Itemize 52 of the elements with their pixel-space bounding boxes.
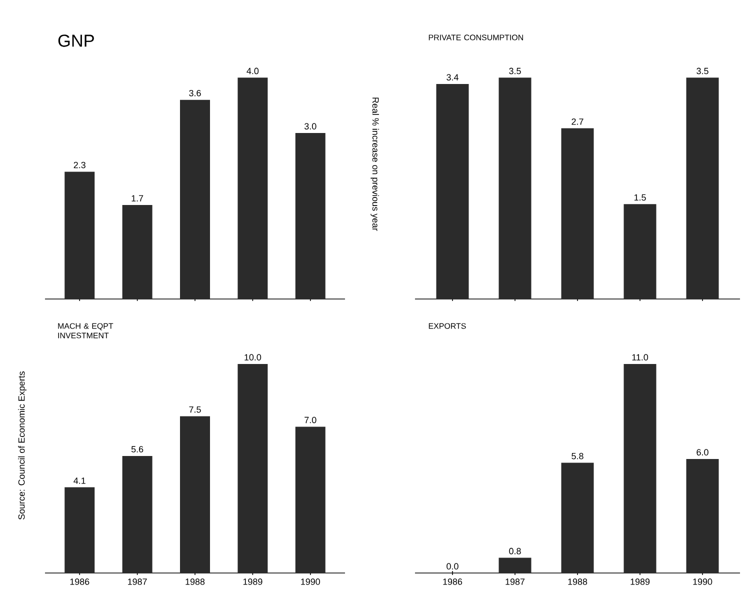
bar (498, 78, 532, 299)
data-label: 5.6 (131, 446, 144, 452)
x-tick-label: 1986 (70, 578, 90, 585)
y-axis-title: Real % increase on previous year (370, 98, 379, 231)
data-label: 1.7 (132, 195, 144, 202)
data-label: 4.0 (246, 68, 259, 74)
bar (64, 172, 95, 299)
bar (686, 78, 719, 299)
data-label: 3.6 (189, 90, 201, 96)
data-label: 2.7 (572, 118, 584, 125)
data-label: 2.3 (74, 162, 86, 168)
data-label: 6.0 (696, 449, 708, 456)
x-tick-label: 1987 (128, 578, 147, 585)
bar (295, 426, 326, 573)
data-label: 11.0 (632, 354, 648, 360)
bar (122, 204, 152, 299)
data-label: 1.5 (634, 194, 646, 201)
bar (436, 84, 469, 299)
x-tick-label: 1987 (506, 578, 525, 585)
bar (686, 458, 719, 573)
x-tick-label: 1989 (630, 578, 650, 585)
bar (561, 462, 594, 573)
bar (238, 364, 268, 573)
bar (295, 133, 326, 299)
x-tick-label: 1988 (186, 578, 205, 585)
bar (180, 100, 210, 299)
bar (624, 364, 656, 573)
data-label: 10.0 (244, 354, 262, 360)
data-label: 3.0 (304, 123, 316, 130)
bar (624, 204, 656, 299)
bar (122, 456, 152, 573)
x-tick-label: 1989 (243, 578, 262, 585)
data-label: 5.8 (572, 452, 584, 460)
x-tick-label: 1990 (301, 578, 320, 585)
bar (498, 558, 532, 573)
x-tick-label: 1986 (443, 578, 462, 585)
data-label: 3.5 (509, 68, 521, 74)
data-label: 7.5 (189, 406, 201, 413)
data-label: 7.0 (304, 416, 316, 424)
chart-title: GNP (58, 34, 94, 47)
bar (561, 128, 594, 299)
data-label: 3.5 (696, 68, 708, 74)
bar (64, 487, 95, 573)
source-note: Source: Council of Economic Experts (18, 371, 26, 520)
data-label: 4.1 (74, 478, 86, 484)
x-tick-label: 1988 (568, 578, 588, 585)
data-label: 3.4 (446, 74, 458, 80)
x-tick-label: 1990 (693, 578, 712, 585)
data-label: 0.0 (446, 563, 458, 570)
bar (180, 416, 210, 573)
data-label: 0.8 (509, 548, 521, 554)
bar (238, 78, 268, 299)
